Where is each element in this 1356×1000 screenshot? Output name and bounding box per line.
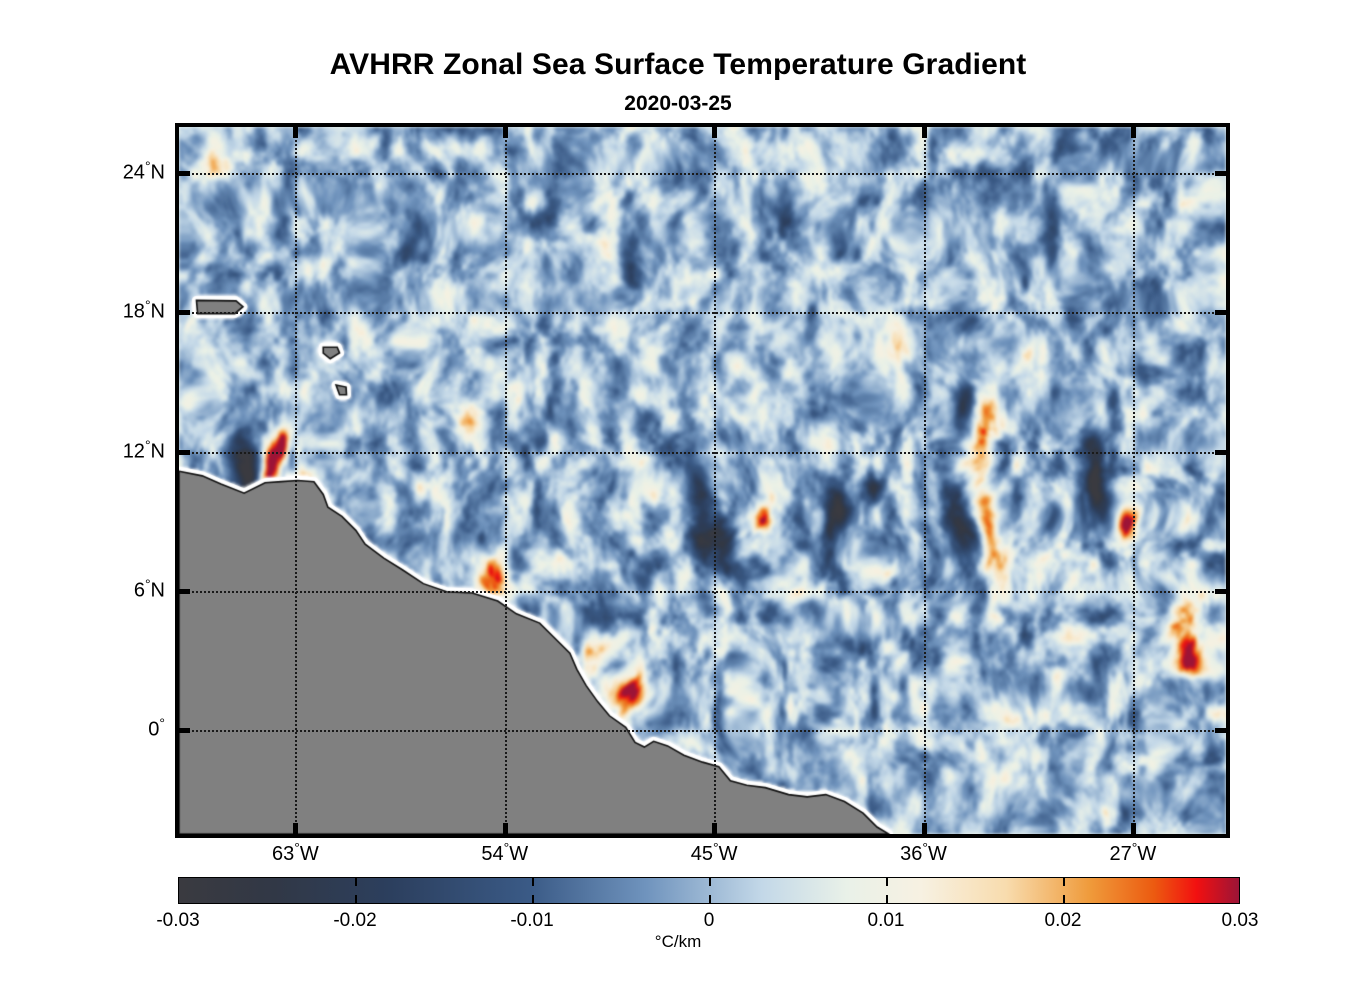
y-tick-label: 6°N: [133, 575, 165, 602]
colorbar[interactable]: [178, 877, 1240, 904]
x-tick-label: 54°W: [481, 839, 529, 865]
x-tick-label: 36°W: [900, 839, 947, 865]
x-axis-tick: [1130, 127, 1136, 138]
colorbar-tick-label: -0.01: [510, 910, 554, 931]
x-axis-tick: [293, 127, 299, 138]
colorbar-tick: [532, 895, 534, 903]
colorbar-tick: [1063, 878, 1065, 886]
x-axis-tick: [921, 127, 927, 138]
x-tick-label: 45°W: [690, 839, 738, 865]
colorbar-tick: [532, 878, 534, 886]
y-axis-tick: [179, 310, 190, 316]
y-axis-tick: [179, 588, 190, 594]
y-tick-label: 0°: [148, 714, 165, 741]
colorbar-tick: [1063, 895, 1065, 903]
y-axis-tick: [179, 449, 190, 455]
sst-gradient-heatmap: [179, 127, 1226, 834]
x-axis-tick: [293, 823, 299, 834]
y-axis-tick: [1215, 588, 1226, 594]
y-axis-tick: [1215, 171, 1226, 177]
colorbar-tick: [709, 895, 711, 903]
map-plot-area[interactable]: [175, 123, 1230, 838]
colorbar-tick-label: 0.02: [1044, 910, 1082, 931]
y-tick-label: 12°N: [122, 436, 165, 463]
y-axis-tick: [1215, 727, 1226, 733]
x-axis-tick: [712, 127, 718, 138]
colorbar-tick: [355, 895, 357, 903]
colorbar-tick-label: 0: [703, 910, 715, 931]
colorbar-tick-label: 0.03: [1221, 910, 1259, 931]
y-axis-tick: [179, 727, 190, 733]
colorbar-tick-label: 0.01: [867, 910, 905, 931]
figure-subtitle: 2020-03-25: [624, 92, 732, 115]
colorbar-tick-label: -0.03: [156, 910, 200, 931]
colorbar-tick-label: -0.02: [333, 910, 377, 931]
x-axis-tick: [1130, 823, 1136, 834]
y-tick-label: 24°N: [122, 158, 165, 184]
y-axis-tick: [1215, 449, 1226, 455]
y-axis-tick: [1215, 310, 1226, 316]
x-axis-tick: [712, 823, 718, 834]
x-tick-label: 63°W: [271, 839, 319, 865]
colorbar-tick: [355, 878, 357, 886]
page-title: AVHRR Zonal Sea Surface Temperature Grad…: [329, 48, 1027, 81]
x-axis-tick: [502, 127, 508, 138]
colorbar-tick: [886, 895, 888, 903]
x-axis-tick: [502, 823, 508, 834]
y-axis-tick: [179, 171, 190, 177]
x-tick-label: 27°W: [1109, 839, 1157, 865]
colorbar-tick: [709, 878, 711, 886]
colorbar-tick: [886, 878, 888, 886]
colorbar-unit-label: °C/km: [654, 932, 702, 951]
x-axis-tick: [921, 823, 927, 834]
y-tick-label: 18°N: [122, 297, 165, 323]
